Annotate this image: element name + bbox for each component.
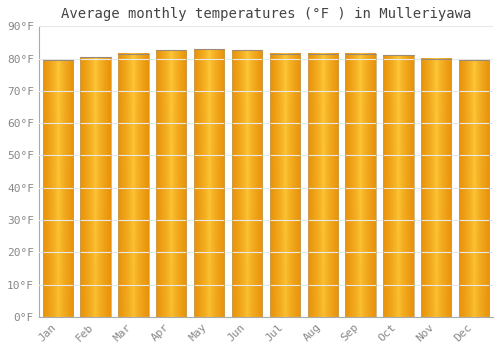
Title: Average monthly temperatures (°F ) in Mulleriyawa: Average monthly temperatures (°F ) in Mu… — [60, 7, 471, 21]
